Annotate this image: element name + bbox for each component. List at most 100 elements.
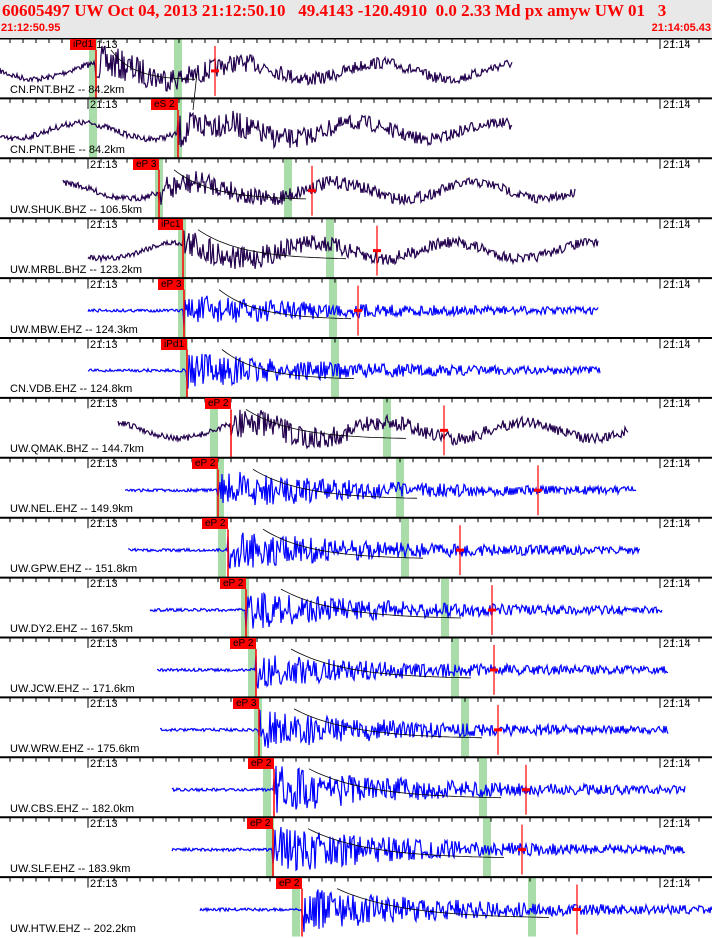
waveform-trace	[87, 295, 599, 328]
coda-curve	[110, 49, 196, 80]
coda-curve	[197, 229, 347, 260]
phase-window	[483, 816, 491, 877]
phase-window	[401, 517, 409, 578]
phase-pick-label[interactable]: eP 2	[248, 757, 275, 769]
phase-window	[284, 157, 292, 218]
channel-label: UW.MRBL.BHZ -- 123.2km	[10, 263, 143, 276]
channel-label: CN.PNT.BHE -- 84.2km	[10, 143, 125, 156]
phase-pick-label[interactable]: eP 2	[220, 578, 247, 590]
waveform-trace	[171, 765, 686, 813]
phase-window	[241, 577, 249, 637]
phase-pick-label[interactable]: iPd1	[161, 338, 188, 350]
waveform-trace	[199, 889, 712, 932]
coda-curve	[308, 768, 502, 799]
time-label-left: 21:13	[90, 697, 118, 710]
channel-label: UW.JCW.EHZ -- 171.6km	[10, 682, 135, 695]
coda-curve	[252, 468, 417, 499]
coda-curve	[173, 169, 307, 200]
time-label-right: 21:14	[663, 278, 691, 291]
time-label-right: 21:14	[663, 398, 691, 411]
time-label-left: 21:13	[90, 817, 118, 830]
time-label-left: 21:13	[90, 218, 118, 231]
event-title: 60605497 UW Oct 04, 2013 21:12:50.10 49.…	[2, 1, 667, 20]
phase-window	[89, 38, 97, 98]
time-label-right: 21:14	[663, 817, 691, 830]
time-label-left: 21:13	[90, 158, 118, 171]
channel-label: UW.SLF.EHZ -- 183.9km	[10, 862, 131, 875]
channel-label: UW.GPW.EHZ -- 151.8km	[10, 563, 138, 576]
phase-window	[174, 38, 182, 98]
phase-pick-label[interactable]: eP 3	[133, 158, 160, 170]
waveform-trace	[62, 171, 576, 206]
waveform-trace	[159, 710, 669, 749]
time-label-left: 21:13	[90, 98, 118, 111]
waveform-trace	[149, 591, 663, 629]
channel-label: UW.SHUK.BHZ -- 106.5km	[10, 203, 143, 216]
time-label-left: 21:13	[90, 638, 118, 650]
waveform-trace	[0, 110, 513, 150]
waveform-trace	[0, 45, 513, 92]
coda-curve	[192, 73, 198, 110]
phase-window	[89, 97, 97, 158]
time-label-right: 21:14	[663, 39, 691, 51]
phase-window	[266, 816, 274, 877]
phase-pick-label[interactable]: eS 2	[151, 98, 178, 110]
waveform-trace	[87, 230, 599, 270]
channel-label: CN.PNT.BHZ -- 84.2km	[10, 83, 125, 96]
time-label-left: 21:13	[90, 39, 118, 51]
coda-curve	[293, 708, 483, 739]
waveform-trace	[117, 409, 629, 450]
channel-label: UW.CBS.EHZ -- 182.0km	[10, 802, 135, 815]
phase-window	[178, 217, 186, 278]
waveform-canvas	[0, 38, 712, 937]
phase-pick-label[interactable]: eP 3	[233, 697, 260, 709]
phase-pick-label[interactable]: eP 2	[247, 817, 274, 829]
time-label-right: 21:14	[663, 578, 691, 591]
phase-window	[383, 397, 391, 458]
phase-pick-label[interactable]: iPc1	[158, 218, 184, 230]
phase-window	[178, 277, 186, 338]
coda-curve	[280, 588, 462, 619]
coda-curve	[221, 349, 355, 379]
time-label-right: 21:14	[663, 338, 691, 351]
phase-pick-label[interactable]: eP 2	[276, 877, 303, 889]
channel-label: UW.WRW.EHZ -- 175.6km	[10, 742, 140, 755]
coda-curve	[307, 828, 505, 858]
channel-label: UW.DY2.EHZ -- 167.5km	[10, 623, 133, 635]
phase-window	[218, 517, 226, 578]
channel-label: CN.VDB.EHZ -- 124.8km	[10, 383, 133, 396]
time-label-right: 21:14	[663, 218, 691, 231]
waveform-trace	[87, 353, 601, 389]
time-label-left: 21:13	[90, 278, 118, 291]
coda-curve	[290, 648, 472, 679]
coda-curve	[262, 528, 424, 559]
phase-window	[254, 696, 262, 757]
waveform-trace	[171, 826, 686, 872]
time-label-right: 21:14	[663, 158, 691, 171]
channel-label: UW.MBW.EHZ -- 124.3km	[10, 323, 138, 336]
time-label-left: 21:13	[90, 458, 118, 471]
phase-pick-label[interactable]: eP 2	[192, 458, 219, 470]
waveform-trace	[124, 471, 637, 506]
time-label-right: 21:14	[663, 98, 691, 111]
phase-pick-label[interactable]: iPd1	[70, 39, 97, 50]
time-label-left: 21:13	[90, 757, 118, 770]
phase-pick-label[interactable]: eP 2	[205, 398, 232, 410]
channel-label: UW.HTW.EHZ -- 202.2km	[10, 922, 136, 935]
coda-curve	[218, 289, 352, 320]
phase-window	[180, 337, 188, 398]
time-label-left: 21:13	[90, 398, 118, 411]
time-label-left: 21:13	[90, 518, 118, 531]
time-label-right: 21:14	[663, 518, 691, 531]
phase-window	[263, 756, 271, 817]
window-end-time: 21:14:05.43	[651, 22, 711, 34]
coda-curve	[245, 409, 407, 439]
phase-window	[528, 876, 536, 937]
time-label-left: 21:13	[90, 578, 118, 591]
phase-pick-label[interactable]: eP 2	[230, 638, 257, 649]
channel-label: UW.NEL.EHZ -- 149.9km	[10, 503, 133, 516]
time-label-right: 21:14	[663, 697, 691, 710]
phase-pick-label[interactable]: eP 3	[158, 278, 185, 290]
phase-pick-label[interactable]: eP 2	[202, 518, 229, 530]
window-start-time: 21:12:50.95	[1, 22, 61, 34]
